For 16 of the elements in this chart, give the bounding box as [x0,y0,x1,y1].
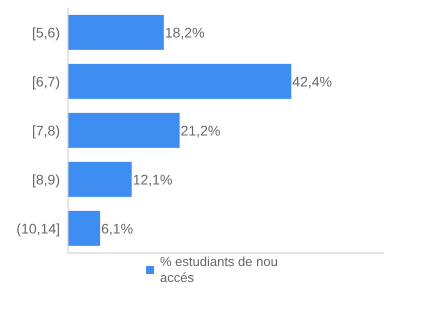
data-label: 12,1% [132,171,172,188]
y-tick-label: [5,6) [32,24,60,40]
data-label: 42,4% [292,73,332,90]
y-tick-label: [8,9) [32,171,60,188]
bar [68,162,132,197]
legend-label: % estudiants de nou accés [160,254,279,286]
bar [68,14,164,50]
data-label: 18,2% [164,24,205,40]
data-label: 6,1% [101,220,134,236]
bar [68,210,100,246]
bar [68,64,292,99]
y-tick-label: [6,7) [32,73,60,90]
y-tick-label: [7,8) [32,122,60,138]
y-tick-label: (10,14] [16,220,60,236]
bar [68,112,180,148]
data-label: 21,2% [180,122,220,138]
